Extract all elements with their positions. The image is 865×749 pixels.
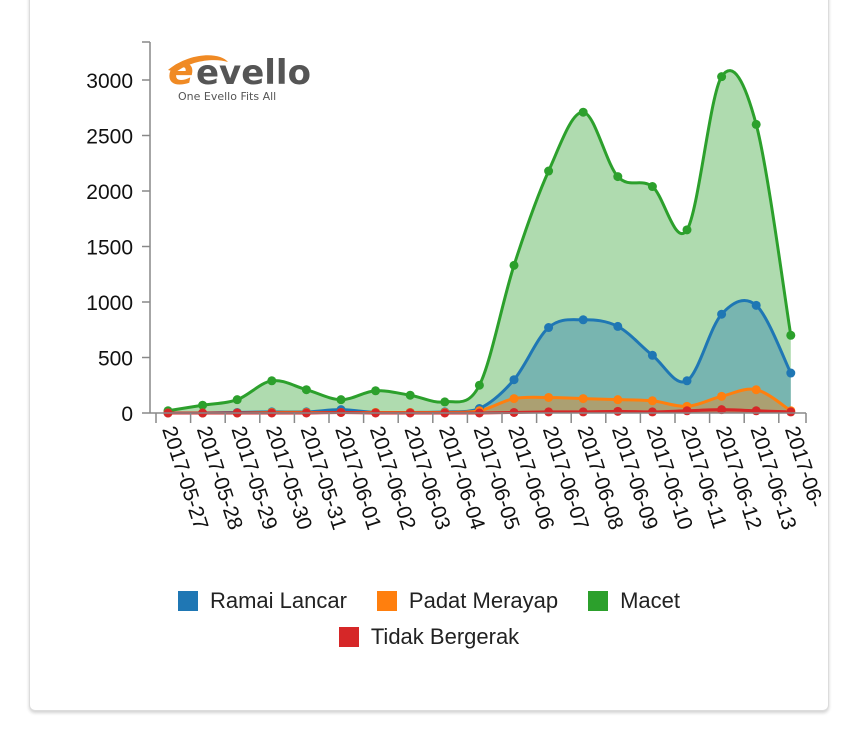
- data-point-macet[interactable]: [232, 395, 242, 405]
- data-point-tidak-bergerak[interactable]: [717, 405, 727, 415]
- data-point-macet[interactable]: [509, 260, 519, 270]
- data-point-tidak-bergerak[interactable]: [578, 407, 588, 417]
- legend-item-ramai-lancar[interactable]: Ramai Lancar: [177, 588, 347, 614]
- data-point-macet[interactable]: [578, 107, 588, 117]
- y-tick-label: 2500: [86, 126, 133, 149]
- data-point-macet[interactable]: [751, 119, 761, 129]
- data-point-macet[interactable]: [544, 166, 554, 176]
- legend-swatch: [177, 591, 198, 611]
- data-point-ramai-lancar[interactable]: [751, 300, 761, 310]
- logo-e-letter: e: [168, 49, 194, 93]
- chart-card: [29, 0, 829, 711]
- data-point-ramai-lancar[interactable]: [682, 376, 692, 386]
- data-point-macet[interactable]: [682, 225, 692, 235]
- data-point-macet[interactable]: [336, 395, 346, 405]
- evello-logo: e evello One Evello Fits All: [168, 49, 311, 103]
- data-point-macet[interactable]: [613, 172, 623, 182]
- data-point-padat-merayap[interactable]: [751, 385, 761, 395]
- data-point-ramai-lancar[interactable]: [717, 309, 727, 319]
- y-tick-label: 1500: [86, 237, 133, 260]
- data-point-macet[interactable]: [371, 386, 381, 396]
- y-tick-label: 2000: [86, 181, 133, 204]
- y-tick-label: 500: [98, 348, 133, 371]
- data-point-padat-merayap[interactable]: [717, 391, 727, 401]
- legend-item-macet[interactable]: Macet: [588, 588, 680, 614]
- legend-item-tidak-bergerak[interactable]: Tidak Bergerak: [338, 624, 520, 650]
- line-macet: [167, 69, 793, 413]
- data-point-ramai-lancar[interactable]: [578, 315, 588, 325]
- data-point-macet[interactable]: [267, 376, 277, 386]
- data-point-padat-merayap[interactable]: [544, 392, 554, 402]
- data-point-tidak-bergerak[interactable]: [544, 407, 554, 417]
- data-point-tidak-bergerak[interactable]: [786, 407, 796, 417]
- data-point-macet[interactable]: [198, 400, 208, 410]
- data-point-padat-merayap[interactable]: [578, 394, 588, 404]
- data-point-macet[interactable]: [440, 397, 450, 407]
- y-tick-label: 0: [121, 403, 133, 426]
- legend-row-2: Tidak Bergerak: [29, 624, 829, 650]
- data-point-padat-merayap[interactable]: [613, 395, 623, 405]
- series-areas: [168, 70, 791, 413]
- data-point-ramai-lancar[interactable]: [786, 368, 796, 378]
- legend-item-padat-merayap[interactable]: Padat Merayap: [376, 588, 559, 614]
- logo-wordmark: evello: [196, 53, 311, 93]
- data-point-macet[interactable]: [405, 390, 415, 400]
- legend-swatch: [588, 591, 609, 611]
- data-point-ramai-lancar[interactable]: [509, 375, 519, 385]
- legend-label: Ramai Lancar: [209, 588, 347, 613]
- data-point-padat-merayap[interactable]: [647, 396, 657, 406]
- data-point-tidak-bergerak[interactable]: [751, 406, 761, 416]
- data-point-tidak-bergerak[interactable]: [647, 407, 657, 417]
- logo-swoosh: [168, 55, 228, 72]
- data-point-ramai-lancar[interactable]: [613, 321, 623, 331]
- data-point-macet[interactable]: [474, 380, 484, 390]
- data-point-tidak-bergerak[interactable]: [613, 406, 623, 416]
- legend-swatch: [338, 627, 359, 647]
- y-tick-label: 1000: [86, 292, 133, 315]
- data-point-macet[interactable]: [647, 182, 657, 192]
- area-padat-merayap: [168, 389, 791, 413]
- data-point-macet[interactable]: [717, 72, 727, 82]
- area-ramai-lancar: [168, 300, 791, 413]
- data-point-macet[interactable]: [786, 330, 796, 340]
- y-tick-label: 3000: [86, 70, 133, 93]
- logo-tagline: One Evello Fits All: [178, 90, 276, 103]
- data-point-ramai-lancar[interactable]: [647, 350, 657, 360]
- legend-label: Tidak Bergerak: [370, 624, 520, 649]
- legend-label: Padat Merayap: [408, 588, 559, 613]
- data-point-macet[interactable]: [301, 385, 311, 395]
- data-point-tidak-bergerak[interactable]: [682, 406, 692, 416]
- legend-label: Macet: [620, 588, 681, 613]
- legend-row-1: Ramai Lancar Padat Merayap Macet: [29, 588, 829, 614]
- legend-swatch: [376, 591, 397, 611]
- legend: Ramai Lancar Padat Merayap Macet Tidak B…: [29, 588, 829, 660]
- data-point-ramai-lancar[interactable]: [544, 323, 554, 333]
- area-macet: [168, 70, 791, 413]
- data-point-padat-merayap[interactable]: [509, 394, 519, 404]
